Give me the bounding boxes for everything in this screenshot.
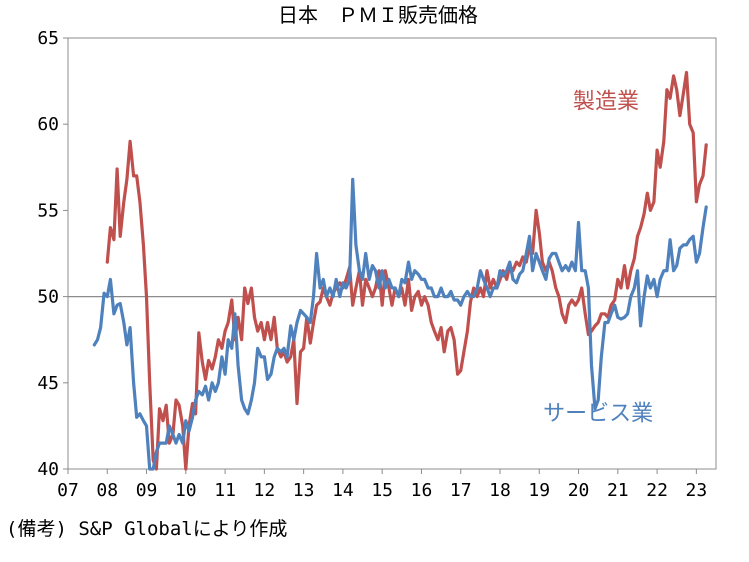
x-tick-label: 21 (607, 480, 629, 501)
chart-title: 日本 ＰＭＩ販売価格 (278, 3, 478, 27)
x-axis: 07 08 09 10 11 12 13 14 15 16 17 18 19 20 21 22 23 (57, 469, 707, 501)
series-label-manufacturing: 製造業 (573, 90, 639, 115)
x-tick-label: 23 (686, 480, 708, 501)
series-label-services: サービス業 (543, 402, 653, 427)
y-tick-label: 45 (37, 373, 59, 394)
x-tick-label: 11 (214, 480, 236, 501)
x-tick-label: 15 (371, 480, 393, 501)
x-tick-label: 09 (136, 480, 158, 501)
x-tick-label: 10 (175, 480, 197, 501)
plot-frame (67, 37, 717, 470)
x-tick-label: 13 (293, 480, 315, 501)
series-line-services (92, 177, 708, 471)
x-tick-label: 12 (254, 480, 276, 501)
series-line-manufacturing (105, 70, 708, 471)
y-tick-label: 55 (37, 200, 59, 221)
x-tick-label: 08 (96, 480, 118, 501)
x-tick-label: 16 (411, 480, 433, 501)
x-tick-label: 18 (489, 480, 511, 501)
x-tick-label: 19 (528, 480, 550, 501)
chart: 日本 ＰＭＩ販売価格 40 45 50 55 60 65 07 08 09 10 11 12 13 14… (37, 3, 717, 501)
y-tick-label: 60 (37, 114, 59, 135)
y-tick-label: 40 (37, 459, 59, 480)
x-tick-label: 07 (57, 480, 79, 501)
x-tick-label: 22 (646, 480, 668, 501)
source-note: (備考) S&P Globalにより作成 (6, 518, 288, 540)
y-tick-label: 50 (37, 287, 59, 308)
y-axis: 40 45 50 55 60 65 (37, 28, 68, 480)
x-tick-label: 20 (568, 480, 590, 501)
x-tick-label: 17 (450, 480, 472, 501)
y-tick-label: 65 (37, 28, 59, 49)
x-tick-label: 14 (332, 480, 354, 501)
